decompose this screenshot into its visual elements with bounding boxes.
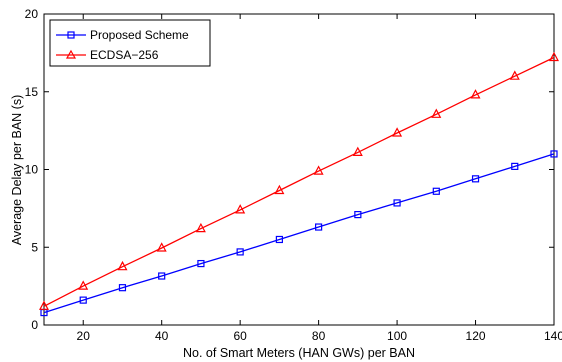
series-line-proposed <box>43 153 555 314</box>
x-tick-label: 120 <box>466 329 486 343</box>
data-point-proposed <box>315 223 323 231</box>
data-point-ecdsa <box>431 108 442 118</box>
data-point-proposed <box>471 175 480 183</box>
legend: Proposed Scheme ECDSA−256 <box>49 19 211 67</box>
legend-label-ecdsa: ECDSA−256 <box>90 48 159 62</box>
data-point-proposed <box>432 187 440 195</box>
series-layer <box>39 51 559 317</box>
data-point-ecdsa <box>39 300 49 310</box>
x-tick-label: 40 <box>155 329 169 343</box>
legend-box <box>49 19 211 67</box>
data-point-proposed <box>236 248 244 256</box>
x-tick-label: 100 <box>387 329 407 343</box>
data-point-ecdsa <box>117 260 128 271</box>
data-point-proposed <box>354 210 362 219</box>
x-tick-label: 20 <box>77 329 91 343</box>
y-tick-label: 10 <box>25 163 39 177</box>
data-point-ecdsa <box>509 70 520 80</box>
y-tick-label: 0 <box>31 318 38 332</box>
y-tick-label: 20 <box>25 7 39 21</box>
data-point-proposed <box>158 272 166 280</box>
x-tick-label: 140 <box>544 329 562 343</box>
data-point-ecdsa <box>313 165 324 175</box>
data-point-ecdsa <box>549 51 559 62</box>
y-tick-label: 15 <box>25 85 39 99</box>
legend-marker-ecdsa <box>65 49 77 59</box>
legend-label-proposed: Proposed Scheme <box>90 28 189 42</box>
x-axis-title: No. of Smart Meters (HAN GWs) per BAN <box>183 346 415 360</box>
data-point-proposed <box>511 162 519 170</box>
data-point-ecdsa <box>274 184 285 195</box>
series-line-ecdsa <box>43 56 555 307</box>
data-point-ecdsa <box>235 204 246 214</box>
data-point-ecdsa <box>78 280 89 290</box>
data-point-ecdsa <box>392 127 403 137</box>
data-point-proposed <box>79 296 87 304</box>
data-point-ecdsa <box>156 242 167 252</box>
axis-ticks: 20 40 60 80 100 120 140 0 5 10 15 20 <box>25 7 562 343</box>
data-point-proposed <box>197 259 205 268</box>
legend-marker-proposed <box>67 31 75 39</box>
data-point-ecdsa <box>352 146 363 156</box>
data-point-proposed <box>550 150 558 158</box>
data-point-proposed <box>275 235 283 244</box>
data-point-proposed <box>118 284 127 292</box>
x-tick-label: 80 <box>312 329 326 343</box>
y-tick-label: 5 <box>31 240 38 254</box>
data-point-proposed <box>393 199 401 207</box>
y-axis-title: Average Delay per BAN (s) <box>10 95 24 246</box>
data-point-ecdsa <box>470 89 481 99</box>
x-tick-label: 60 <box>233 329 247 343</box>
data-point-ecdsa <box>195 222 206 233</box>
